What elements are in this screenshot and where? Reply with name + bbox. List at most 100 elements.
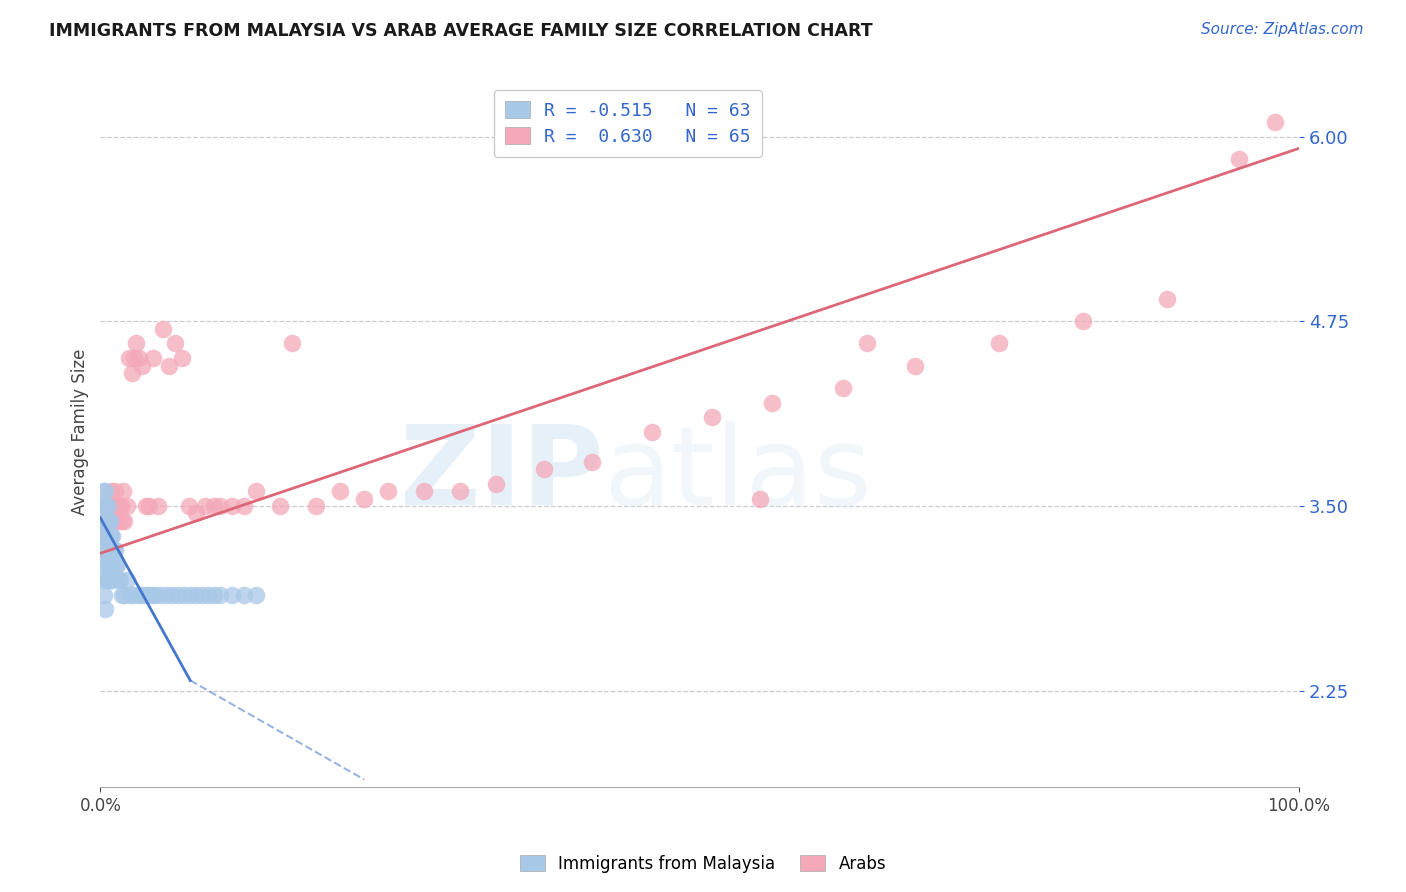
- Point: [136, 588, 159, 602]
- Point: [988, 336, 1011, 351]
- Point: [96, 528, 118, 542]
- Point: [91, 484, 114, 499]
- Point: [122, 351, 145, 366]
- Point: [533, 462, 555, 476]
- Point: [104, 484, 127, 499]
- Point: [245, 484, 267, 499]
- Point: [167, 588, 190, 602]
- Point: [110, 499, 132, 513]
- Text: atlas: atlas: [603, 421, 872, 528]
- Point: [197, 588, 219, 602]
- Point: [269, 499, 291, 513]
- Point: [98, 499, 121, 513]
- Point: [121, 366, 143, 380]
- Point: [141, 588, 163, 602]
- Point: [305, 499, 328, 513]
- Point: [96, 558, 118, 573]
- Point: [179, 588, 201, 602]
- Point: [97, 558, 120, 573]
- Point: [97, 514, 120, 528]
- Point: [93, 588, 115, 602]
- Point: [128, 351, 150, 366]
- Point: [1264, 115, 1286, 129]
- Point: [111, 514, 134, 528]
- Point: [581, 455, 603, 469]
- Point: [186, 588, 208, 602]
- Point: [413, 484, 436, 499]
- Point: [103, 499, 125, 513]
- Point: [97, 528, 120, 542]
- Point: [100, 528, 122, 542]
- Point: [173, 588, 195, 602]
- Point: [135, 499, 157, 513]
- Point: [202, 499, 225, 513]
- Point: [194, 499, 217, 513]
- Point: [105, 558, 128, 573]
- Point: [233, 499, 256, 513]
- Point: [104, 558, 127, 573]
- Text: Source: ZipAtlas.com: Source: ZipAtlas.com: [1201, 22, 1364, 37]
- Point: [1071, 314, 1094, 328]
- Point: [761, 395, 783, 409]
- Point: [101, 573, 124, 587]
- Point: [93, 514, 115, 528]
- Point: [353, 491, 375, 506]
- Point: [98, 573, 121, 587]
- Point: [112, 588, 135, 602]
- Point: [107, 573, 129, 587]
- Point: [96, 499, 118, 513]
- Point: [186, 507, 208, 521]
- Point: [209, 499, 232, 513]
- Point: [112, 484, 135, 499]
- Point: [221, 588, 243, 602]
- Point: [1227, 152, 1250, 166]
- Point: [131, 359, 153, 373]
- Point: [96, 514, 118, 528]
- Point: [138, 499, 160, 513]
- Point: [91, 543, 114, 558]
- Point: [111, 588, 134, 602]
- Point: [142, 351, 165, 366]
- Point: [131, 588, 153, 602]
- Point: [97, 514, 120, 528]
- Point: [96, 499, 118, 513]
- Point: [449, 484, 471, 499]
- Text: ZIP: ZIP: [401, 421, 603, 528]
- Point: [157, 359, 180, 373]
- Point: [100, 484, 122, 499]
- Point: [96, 573, 118, 587]
- Point: [162, 588, 184, 602]
- Legend: Immigrants from Malaysia, Arabs: Immigrants from Malaysia, Arabs: [513, 848, 893, 880]
- Point: [221, 499, 243, 513]
- Point: [94, 499, 117, 513]
- Point: [149, 588, 172, 602]
- Point: [170, 351, 193, 366]
- Point: [94, 602, 117, 616]
- Point: [245, 588, 267, 602]
- Point: [485, 476, 508, 491]
- Point: [163, 336, 186, 351]
- Point: [96, 543, 118, 558]
- Point: [94, 573, 117, 587]
- Point: [112, 514, 135, 528]
- Point: [115, 499, 138, 513]
- Point: [120, 588, 142, 602]
- Point: [640, 425, 662, 439]
- Text: IMMIGRANTS FROM MALAYSIA VS ARAB AVERAGE FAMILY SIZE CORRELATION CHART: IMMIGRANTS FROM MALAYSIA VS ARAB AVERAGE…: [49, 22, 873, 40]
- Point: [93, 528, 115, 542]
- Point: [152, 321, 174, 335]
- Legend: R = -0.515   N = 63, R =  0.630   N = 65: R = -0.515 N = 63, R = 0.630 N = 65: [494, 90, 762, 156]
- Point: [91, 514, 114, 528]
- Point: [104, 514, 127, 528]
- Point: [191, 588, 214, 602]
- Point: [107, 514, 129, 528]
- Point: [96, 514, 118, 528]
- Point: [155, 588, 177, 602]
- Point: [281, 336, 304, 351]
- Point: [94, 514, 117, 528]
- Point: [832, 381, 855, 395]
- Point: [108, 499, 131, 513]
- Y-axis label: Average Family Size: Average Family Size: [72, 349, 89, 516]
- Point: [118, 351, 141, 366]
- Point: [700, 410, 723, 425]
